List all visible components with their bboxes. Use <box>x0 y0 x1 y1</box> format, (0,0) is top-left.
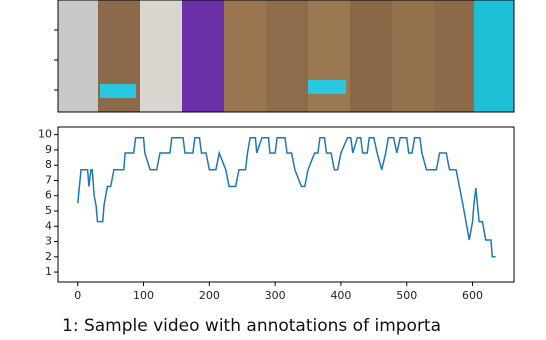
series-line <box>76 136 496 258</box>
video-frame <box>474 0 514 112</box>
x-tick-label: 0 <box>74 289 81 302</box>
x-tick-label: 500 <box>396 289 417 302</box>
y-tick-label: 7 <box>45 173 52 186</box>
frame-overlay <box>100 84 136 98</box>
filmstrip-frame <box>57 0 515 113</box>
y-tick-label: 9 <box>45 143 52 156</box>
frame-overlay <box>308 80 346 94</box>
y-tick-label: 3 <box>45 235 52 248</box>
x-tick-label: 200 <box>199 289 220 302</box>
video-frame <box>308 0 350 112</box>
x-tick-label: 600 <box>462 289 483 302</box>
y-tick-label: 10 <box>38 128 52 141</box>
y-tick-label: 8 <box>45 158 52 171</box>
x-tick-label: 400 <box>330 289 351 302</box>
y-tick-label: 6 <box>45 189 52 202</box>
video-frame <box>58 0 98 112</box>
video-frame <box>266 0 308 112</box>
video-frame <box>392 0 434 112</box>
video-frame <box>434 0 474 112</box>
filmstrip <box>54 0 515 113</box>
caption: 1: Sample video with annotations of impo… <box>62 316 441 336</box>
x-tick-label: 300 <box>265 289 286 302</box>
x-tick-label: 100 <box>133 289 154 302</box>
plot-frame <box>57 126 515 283</box>
y-tick-label: 2 <box>45 250 52 263</box>
video-frame <box>350 0 392 112</box>
y-tick-label: 5 <box>45 204 52 217</box>
video-frame <box>140 0 182 112</box>
video-frame <box>224 0 266 112</box>
video-frame <box>182 0 224 112</box>
y-tick-label: 1 <box>45 265 52 278</box>
y-tick-label: 4 <box>45 219 52 232</box>
